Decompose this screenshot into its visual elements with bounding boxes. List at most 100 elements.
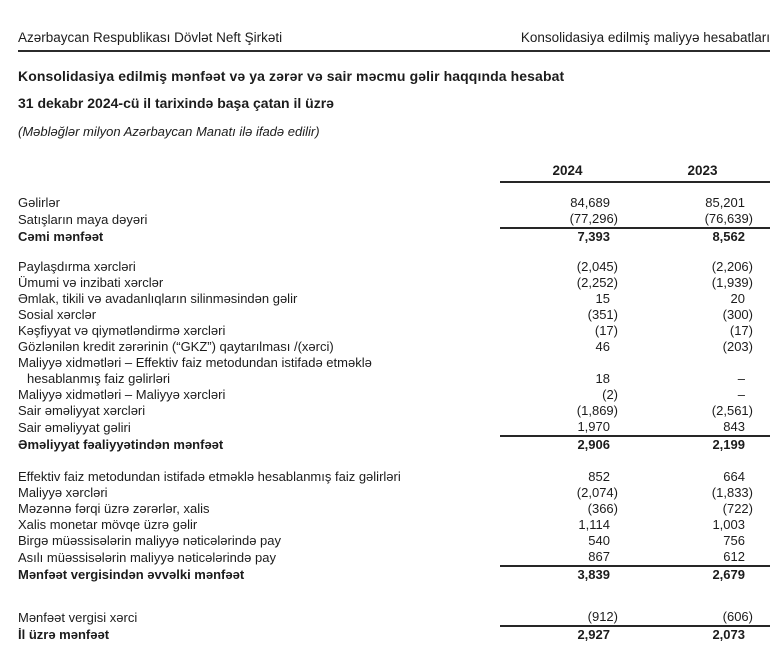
row-label: Cəmi mənfəət bbox=[18, 229, 104, 244]
table-row: Mənfəət vergisi xərci (912) (606) bbox=[18, 609, 770, 627]
row-value-2024: 84,689 bbox=[570, 195, 610, 210]
report-type-label: Konsolidasiya edilmiş maliyyə hesabatlar… bbox=[520, 30, 770, 45]
row-value-2023: 1,003 bbox=[712, 517, 745, 532]
row-value-2024: 18 bbox=[595, 371, 610, 386]
row-value-2024: (2) bbox=[602, 387, 618, 402]
row-value-2024: 2,906 bbox=[577, 437, 610, 452]
row-label: Asılı müəssisələrin maliyyə nəticələrind… bbox=[18, 550, 276, 565]
spacer-row bbox=[18, 245, 770, 259]
table-row: Xalis monetar mövqe üzrə gəlir 1,114 1,003 bbox=[18, 517, 770, 533]
row-label: Məzənnə fərqi üzrə zərərlər, xalis bbox=[18, 501, 210, 516]
row-value-2023: (203) bbox=[722, 339, 753, 354]
table-row: Gözlənilən kredit zərərinin (“GKZ”) qayt… bbox=[18, 339, 770, 355]
row-label: İl üzrə mənfəət bbox=[18, 627, 110, 642]
currency-note: (Məbləğlər milyon Azərbaycan Manatı ilə … bbox=[18, 124, 320, 139]
row-label: Maliyyə xərcləri bbox=[18, 485, 108, 500]
row-value-2023: – bbox=[737, 387, 745, 402]
row-value-2024: 1,114 bbox=[578, 517, 610, 532]
row-label: Paylaşdırma xərcləri bbox=[18, 259, 136, 274]
table-row: Satışların maya dəyəri (77,296) (76,639) bbox=[18, 211, 770, 229]
row-value-2023: 2,679 bbox=[712, 567, 745, 582]
row-value-2024: 852 bbox=[588, 469, 610, 484]
spacer-row bbox=[18, 453, 770, 469]
row-value-2024: (1,869) bbox=[576, 403, 618, 418]
table-row: Birgə müəssisələrin maliyyə nəticələrind… bbox=[18, 533, 770, 549]
row-spacer bbox=[18, 245, 770, 259]
year-column-header-2024: 2024 bbox=[500, 163, 635, 183]
row-value-2024: (2,045) bbox=[576, 259, 618, 274]
label-column-header bbox=[18, 163, 500, 182]
row-value-2023: (2,561) bbox=[711, 403, 753, 418]
row-label: Sair əməliyyat xərcləri bbox=[18, 403, 146, 418]
row-value-2023: 20 bbox=[730, 291, 745, 306]
statement-table: 2024 2023 Gəlirlər 84,689 85,201 Satışların… bbox=[18, 163, 770, 643]
total-row: Əməliyyat fəaliyyətindən mənfəət 2,906 2,1… bbox=[18, 436, 770, 453]
row-label: Effektiv faiz metodundan istifadə etməkl… bbox=[18, 469, 401, 484]
row-value-2023: 843 bbox=[635, 419, 770, 437]
spacer-row bbox=[18, 583, 770, 609]
row-value-2023: 2,073 bbox=[712, 627, 745, 642]
total-row: Mənfəət vergisindən əvvəlki mənfəət 3,839… bbox=[18, 566, 770, 583]
row-spacer bbox=[18, 583, 770, 609]
table-row: Sair əməliyyat gəliri 1,970 843 bbox=[18, 419, 770, 437]
table-header-row: 2024 2023 bbox=[18, 163, 770, 183]
row-value-2023: 664 bbox=[723, 469, 745, 484]
row-spacer bbox=[18, 182, 770, 195]
row-value-2023: – bbox=[737, 371, 745, 386]
row-value-2024: 540 bbox=[588, 533, 610, 548]
row-value-2023: (76,639) bbox=[635, 211, 770, 229]
table-row: Əmlak, tikili və avadanlıqların silinməs… bbox=[18, 291, 770, 307]
row-value-2024: 3,839 bbox=[577, 567, 610, 582]
table-row: Sair əməliyyat xərcləri (1,869) (2,561) bbox=[18, 403, 770, 419]
row-value-2023: 8,562 bbox=[712, 229, 745, 244]
table-row: Maliyyə xidmətləri – Maliyyə xərcləri (2)… bbox=[18, 387, 770, 403]
row-value-2023: (722) bbox=[722, 501, 753, 516]
row-value-2023: 85,201 bbox=[705, 195, 745, 210]
row-label: Gözlənilən kredit zərərinin (“GKZ”) qayt… bbox=[18, 339, 334, 354]
row-label: Sair əməliyyat gəliri bbox=[18, 420, 131, 435]
table-row: Gəlirlər 84,689 85,201 bbox=[18, 195, 770, 211]
row-label: Mənfəət vergisi xərci bbox=[18, 610, 138, 625]
row-value-2024: (912) bbox=[500, 609, 635, 627]
row-label: Əməliyyat fəaliyyətindən mənfəət bbox=[18, 437, 224, 452]
row-value-2023: (300) bbox=[722, 307, 753, 322]
table-row: Məzənnə fərqi üzrə zərərlər, xalis (366) (… bbox=[18, 501, 770, 517]
row-value-2024: 15 bbox=[595, 291, 610, 306]
row-spacer bbox=[18, 453, 770, 469]
table-row: Effektiv faiz metodundan istifadə etməkl… bbox=[18, 469, 770, 485]
row-value-2024: (366) bbox=[587, 501, 618, 516]
spacer-row bbox=[18, 182, 770, 195]
row-value-2023: (1,833) bbox=[711, 485, 753, 500]
row-value-2024: 1,970 bbox=[500, 419, 635, 437]
table-row: Ümumi və inzibati xərclər (2,252) (1,939) bbox=[18, 275, 770, 291]
row-value-2024: 867 bbox=[500, 549, 635, 567]
row-label: Xalis monetar mövqe üzrə gəlir bbox=[18, 517, 198, 532]
total-row: İl üzrə mənfəət 2,927 2,073 bbox=[18, 626, 770, 643]
statement-title: Konsolidasiya edilmiş mənfəət və ya zərə… bbox=[18, 68, 565, 84]
statement-table-body: Gəlirlər 84,689 85,201 Satışların maya dəyə… bbox=[18, 182, 770, 643]
row-label: Birgə müəssisələrin maliyyə nəticələrind… bbox=[18, 533, 282, 548]
row-label: Maliyyə xidmətləri – Maliyyə xərcləri bbox=[18, 387, 226, 402]
total-row: Cəmi mənfəət 7,393 8,562 bbox=[18, 228, 770, 245]
row-label: Maliyyə xidmətləri – Effektiv faiz metod… bbox=[18, 355, 372, 386]
row-value-2024: (2,074) bbox=[576, 485, 618, 500]
document-page: Azərbaycan Respublikası Dövlət Neft Şirk… bbox=[18, 30, 770, 643]
document-header: Azərbaycan Respublikası Dövlət Neft Şirk… bbox=[18, 30, 770, 52]
row-value-2023: (1,939) bbox=[711, 275, 753, 290]
row-label: Satışların maya dəyəri bbox=[18, 212, 148, 227]
row-value-2023: (2,206) bbox=[711, 259, 753, 274]
row-value-2023: 756 bbox=[723, 533, 745, 548]
table-row: Maliyyə xərcləri (2,074) (1,833) bbox=[18, 485, 770, 501]
row-label: Ümumi və inzibati xərclər bbox=[18, 275, 164, 290]
row-value-2023: (606) bbox=[635, 609, 770, 627]
statement-period: 31 dekabr 2024-cü il tarixində başa çata… bbox=[18, 95, 334, 111]
row-label: Kəşfiyyat və qiymətləndirmə xərcləri bbox=[18, 323, 226, 338]
table-row: Kəşfiyyat və qiymətləndirmə xərcləri (17)… bbox=[18, 323, 770, 339]
row-value-2024: 2,927 bbox=[577, 627, 610, 642]
row-value-2024: (17) bbox=[594, 323, 618, 338]
year-column-header-2023: 2023 bbox=[635, 163, 770, 183]
row-value-2023: (17) bbox=[729, 323, 753, 338]
table-row: Paylaşdırma xərcləri (2,045) (2,206) bbox=[18, 259, 770, 275]
table-row: Maliyyə xidmətləri – Effektiv faiz metod… bbox=[18, 355, 770, 387]
row-value-2023: 2,199 bbox=[712, 437, 745, 452]
